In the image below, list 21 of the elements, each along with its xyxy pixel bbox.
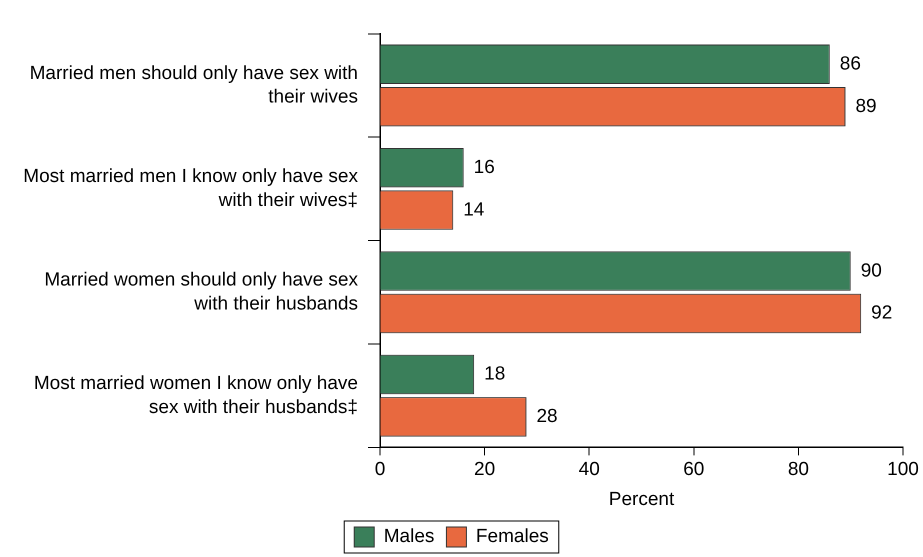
- data-label: 16: [474, 156, 495, 178]
- x-tick-label: 40: [578, 459, 600, 480]
- y-tick-label: Most married men I know only have sex with their wives‡: [23, 166, 358, 211]
- y-tick-label: Married women should only have sex with their husbands: [44, 270, 358, 314]
- x-tick-label: 100: [887, 459, 919, 480]
- y-tick-label: Married men should only have sex with their wives: [30, 62, 358, 108]
- x-tick-label: 0: [374, 459, 386, 480]
- x-axis-title: Percent: [608, 488, 675, 510]
- data-label: 89: [855, 96, 877, 117]
- data-label: 86: [840, 53, 861, 74]
- data-label: 28: [536, 406, 558, 428]
- y-tick-label: Most married women I know only have sex with their husbands‡: [34, 373, 358, 418]
- data-label: 18: [484, 364, 506, 385]
- data-label: 92: [871, 302, 892, 324]
- legend-label: Females: [476, 526, 549, 548]
- data-label: 14: [463, 199, 485, 220]
- x-tick-label: 80: [788, 459, 809, 480]
- data-label: 90: [860, 260, 882, 282]
- x-tick-label: 20: [474, 459, 496, 480]
- legend-label: Males: [384, 526, 434, 548]
- x-tick-label: 60: [683, 459, 704, 480]
